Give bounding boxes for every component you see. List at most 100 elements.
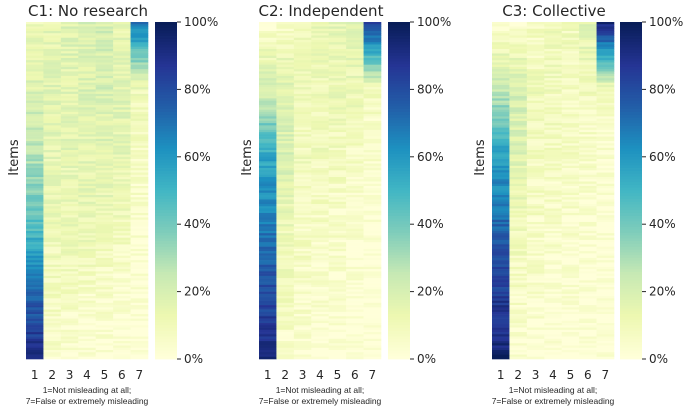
heatmap-cell [276,253,295,256]
heatmap-cell [561,354,580,358]
heatmap-cell [311,96,330,99]
heatmap-cell [293,307,312,310]
heatmap-cell [95,352,114,355]
heatmap-cell [311,239,330,243]
heatmap-cell [293,215,312,218]
heatmap-cell [60,309,79,313]
heatmap-cell [346,154,364,158]
heatmap-cell [78,125,97,128]
heatmap-cell [363,100,382,104]
heatmap-cell [328,66,347,70]
colorbar-step [388,277,410,281]
heatmap-cell [596,186,615,189]
colorbar-step [620,184,642,189]
heatmap-cell [78,226,97,229]
heatmap-cell [293,28,312,32]
heatmap-cell [26,282,44,286]
heatmap-cell [95,235,114,238]
heatmap-cell [311,228,330,232]
heatmap-cell [26,87,44,90]
heatmap-cell [60,138,79,142]
heatmap-cell [130,190,149,194]
heatmap-cell [276,30,295,34]
heatmap-cell [509,37,528,41]
colorbar-step [620,294,642,298]
heatmap-cell [293,143,312,146]
heatmap-cell [293,118,312,122]
heatmap-cell [259,132,277,135]
colorbar-step [620,210,642,214]
heatmap-cell [130,320,149,324]
heatmap-cell [526,91,545,95]
heatmap-cell [26,352,44,355]
heatmap-cell [509,51,528,54]
heatmap-cell [78,314,97,317]
heatmap-cell [43,332,62,335]
heatmap-cell [276,118,295,122]
heatmap-cell [346,253,364,256]
heatmap-cell [78,230,97,234]
heatmap-cell [596,302,615,306]
heatmap-cell [579,100,597,104]
heatmap-cell [544,320,563,324]
heatmap-cell [26,307,44,310]
heatmap-cell [259,170,277,173]
heatmap-cell [346,145,364,149]
heatmap-cell [130,152,149,155]
colorbar-step [155,106,177,110]
colorbar-step [155,252,177,256]
heatmap-cell [130,107,149,110]
heatmap-cell [561,118,580,122]
colorbar-step [155,83,177,87]
heatmap-cell [259,125,277,128]
heatmap-cell [130,269,149,272]
heatmap-cell [526,269,545,272]
heatmap-cell [579,212,597,216]
heatmap-cell [130,228,149,232]
heatmap-cell [526,352,545,355]
heatmap-cell [346,174,364,178]
heatmap-cell [561,316,580,319]
heatmap-cell [43,84,62,88]
heatmap-cell [130,134,149,137]
heatmap-cell [492,71,510,74]
heatmap-cell [130,291,149,295]
heatmap-cell [60,163,79,167]
heatmap-cell [561,129,580,133]
heatmap-cell [526,212,545,216]
colorbar-step [620,229,642,234]
heatmap-cell [544,141,563,144]
heatmap-cell [509,129,528,133]
heatmap-cell [276,271,295,274]
heatmap-cell [526,44,545,48]
heatmap-cell [492,154,510,158]
heatmap-cell [113,325,131,328]
heatmap-cell [526,260,545,263]
heatmap-cell [526,257,545,261]
heatmap-cell [328,194,347,198]
heatmap-cell [579,111,597,115]
heatmap-cell [259,22,277,25]
heatmap-cell [526,275,545,279]
heatmap-cell [544,37,563,41]
heatmap-cell [78,150,97,153]
heatmap-cell [311,147,330,151]
heatmap-cell [113,239,131,243]
heatmap-cell [259,55,277,59]
heatmap-cell [43,280,62,283]
heatmap-cell [596,314,615,317]
heatmap-cell [509,206,528,209]
heatmap-cell [26,239,44,243]
heatmap-cell [293,69,312,72]
heatmap-cell [561,345,580,349]
colorbar-step [620,44,642,48]
heatmap-cell [492,228,510,232]
heatmap-cell [293,71,312,74]
heatmap-cell [276,338,295,342]
heatmap-cell [60,147,79,151]
heatmap-cell [95,51,114,54]
heatmap-cell [346,219,364,223]
heatmap-cell [561,183,580,187]
heatmap-cell [544,345,563,349]
